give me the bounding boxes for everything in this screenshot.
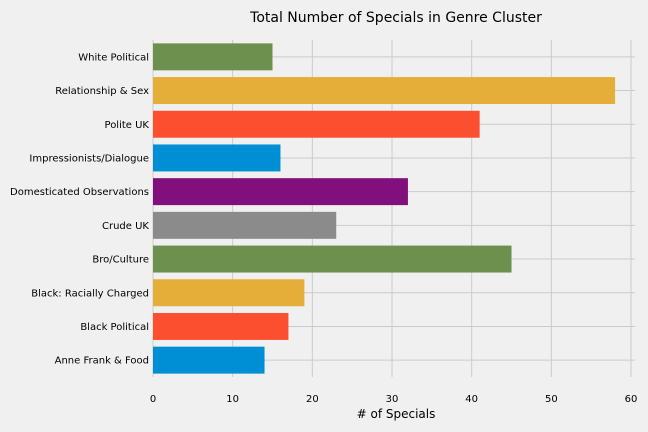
bar xyxy=(153,312,289,340)
bar xyxy=(153,110,480,138)
x-tick-label: 0 xyxy=(150,394,156,405)
y-tick-label: White Political xyxy=(78,52,149,63)
chart-title: Total Number of Specials in Genre Cluste… xyxy=(249,10,542,26)
y-tick-label: Polite UK xyxy=(105,120,150,131)
y-tick-label: Crude UK xyxy=(102,221,149,232)
bar xyxy=(153,346,265,374)
bar xyxy=(153,178,408,206)
x-tick-label: 10 xyxy=(226,394,239,405)
y-tick-label: Impressionists/Dialogue xyxy=(29,153,149,164)
x-axis-label: # of Specials xyxy=(357,407,436,421)
bar xyxy=(153,43,273,71)
y-tick-label: Anne Frank & Food xyxy=(55,356,149,367)
x-tick-label: 40 xyxy=(465,394,478,405)
y-tick-label: Black: Racially Charged xyxy=(31,288,149,299)
y-tick-label: Bro/Culture xyxy=(92,255,149,266)
bar xyxy=(153,279,305,307)
x-tick-label: 20 xyxy=(306,394,319,405)
bar xyxy=(153,144,281,172)
bar xyxy=(153,77,616,105)
y-tick-label: Domesticated Observations xyxy=(10,187,149,198)
bars-layer xyxy=(153,43,616,374)
x-tick-label: 60 xyxy=(625,394,638,405)
y-tick-label: Black Political xyxy=(80,322,149,333)
y-tick-labels: White Political Relationship & Sex Polite … xyxy=(10,52,149,366)
x-tick-labels: 0 10 20 30 40 50 60 xyxy=(150,394,638,405)
y-tick-label: Relationship & Sex xyxy=(55,86,149,97)
x-tick-label: 30 xyxy=(386,394,399,405)
x-tick-label: 50 xyxy=(545,394,558,405)
bar xyxy=(153,245,512,273)
bar xyxy=(153,211,337,239)
